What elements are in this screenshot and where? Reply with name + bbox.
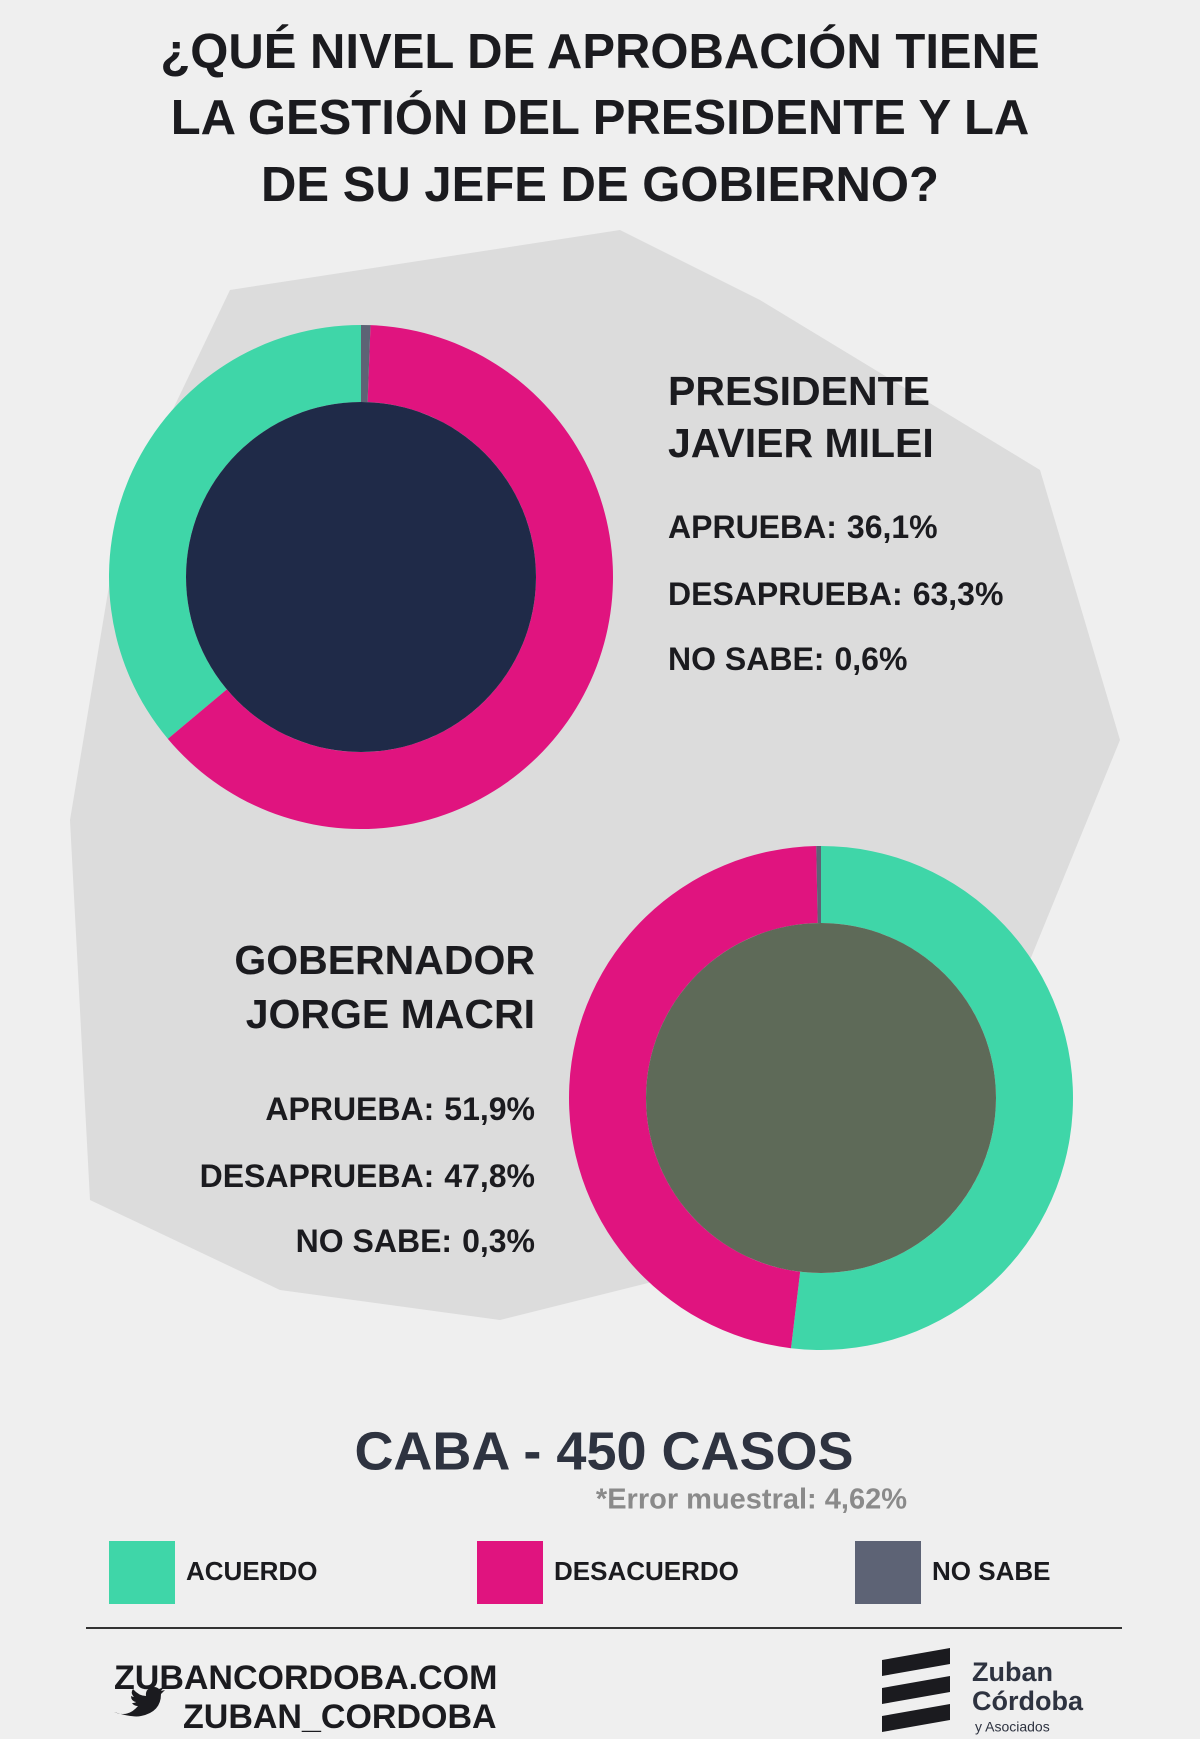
charts: PRESIDENTE JAVIER MILEI APRUEBA: 36,1% DESAP… [109,325,1074,1350]
portrait [646,923,996,1273]
donut-segment [361,325,371,403]
logo-mark [882,1648,950,1732]
result-line: APRUEBA: 51,9% [265,1091,535,1127]
category-label: APRUEBA: [265,1091,434,1127]
title-line: DE SU JEFE DE GOBIERNO? [261,158,939,212]
logo: Zuban Córdoba y Asociados [882,1648,1084,1735]
chart-title: JAVIER MILEI [668,420,934,466]
legend-label: NO SABE [932,1556,1050,1586]
legend: ACUERDO DESACUERDO NO SABE [109,1541,1050,1604]
title: ¿QUÉ NIVEL DE APROBACIÓN TIENE LA GESTIÓ… [160,24,1039,212]
donut-segment [816,846,821,924]
legend-swatch [855,1541,921,1604]
chart-title: GOBERNADOR [234,937,535,983]
value-label: 0,3% [462,1223,535,1259]
title-line: LA GESTIÓN DEL PRESIDENTE Y LA [171,90,1030,145]
donut-segment [109,325,361,739]
title-line: ¿QUÉ NIVEL DE APROBACIÓN TIENE [160,24,1039,79]
chart-title: JORGE MACRI [246,991,535,1037]
twitter-icon [114,1687,165,1717]
website: ZUBANCORDOBA.COM [114,1659,497,1697]
donut-segment [167,325,614,829]
logo-text: Zuban [972,1657,1053,1687]
logo-text: y Asociados [975,1719,1050,1735]
donut-segment [568,846,818,1349]
result-line: APRUEBA: 36,1% [668,509,938,545]
value-label: 51,9% [444,1091,535,1127]
result-line: DESAPRUEBA: 63,3% [668,576,1003,612]
value-label: 47,8% [444,1158,535,1194]
legend-label: ACUERDO [186,1556,317,1586]
error: *Error muestral: 4,62% [596,1484,907,1516]
category-label: DESAPRUEBA: [668,576,903,612]
value-label: 0,6% [834,641,907,677]
twitter: ZUBAN_CORDOBA [183,1698,497,1736]
legend-swatch [477,1541,543,1604]
value-label: 36,1% [847,509,938,545]
donut-segment [790,846,1074,1350]
chart-title: PRESIDENTE [668,368,930,414]
donut-chart: PRESIDENTE JAVIER MILEI APRUEBA: 36,1% DESAP… [109,325,1003,829]
portrait [186,402,536,752]
result-line: NO SABE: 0,3% [296,1223,535,1259]
result-line: DESAPRUEBA: 47,8% [200,1158,535,1194]
legend-label: DESACUERDO [554,1556,739,1586]
logo-text: Córdoba [972,1686,1084,1716]
category-label: APRUEBA: [668,509,837,545]
result-line: NO SABE: 0,6% [668,641,907,677]
category-label: NO SABE: [668,641,824,677]
category-label: NO SABE: [296,1223,452,1259]
category-label: DESAPRUEBA: [200,1158,435,1194]
sample: CABA - 450 CASOS [354,1421,853,1481]
value-label: 63,3% [913,576,1004,612]
legend-swatch [109,1541,175,1604]
